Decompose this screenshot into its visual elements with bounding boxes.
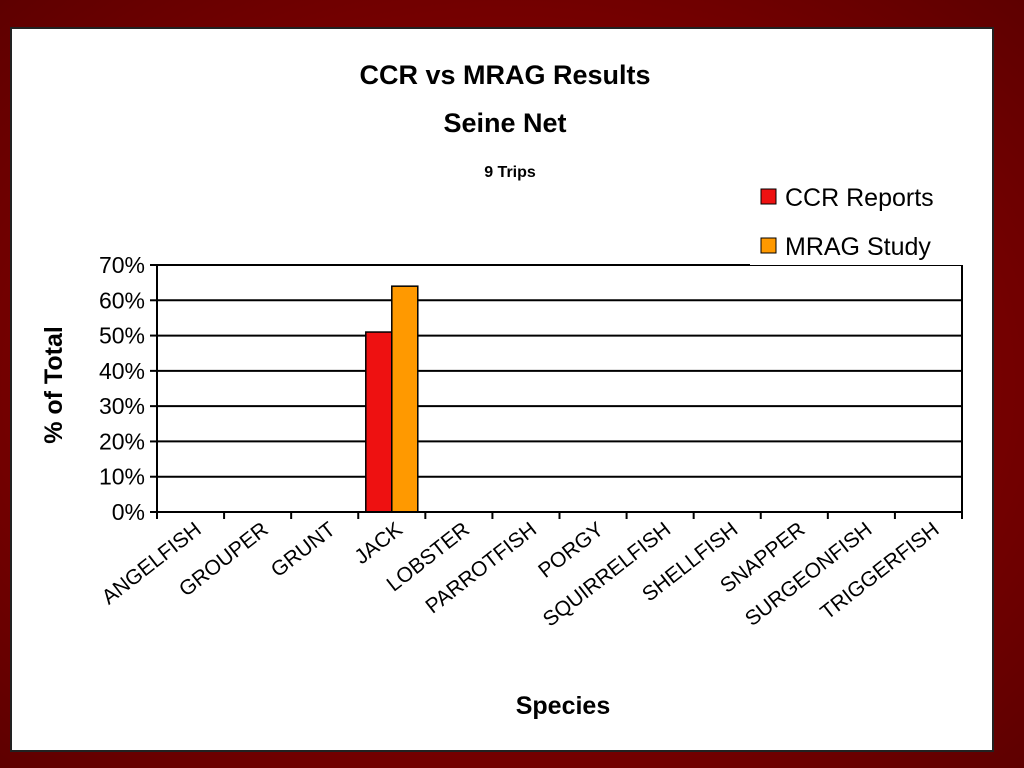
x-axis-label: Species: [516, 692, 611, 720]
y-tick-label-40: 40%: [99, 358, 145, 384]
x-tick-label-grunt: GRUNT: [267, 518, 340, 582]
legend: CCR Reports MRAG Study: [750, 179, 962, 265]
y-tick-labels: 0% 10% 20% 30% 40% 50% 60% 70%: [99, 252, 145, 525]
chart-note: 9 Trips: [484, 164, 536, 181]
y-tick-label-20: 20%: [99, 428, 145, 454]
legend-label-ccr-reports: CCR Reports: [785, 184, 934, 212]
legend-swatch-ccr-reports: [760, 188, 777, 205]
bars: [365, 285, 419, 513]
y-tick-label-50: 50%: [99, 323, 145, 349]
bar-mrag-study-jack: [391, 285, 419, 513]
y-tick-label-30: 30%: [99, 393, 145, 419]
y-tick-label-10: 10%: [99, 464, 145, 490]
y-tick-label-0: 0%: [112, 499, 145, 525]
legend-swatch-mrag-study: [760, 237, 777, 254]
chart-subtitle: Seine Net: [443, 108, 566, 138]
y-axis-label: % of Total: [40, 326, 68, 444]
legend-background: [750, 179, 962, 265]
x-tick-label-jack: JACK: [350, 518, 406, 569]
bar-ccr-reports-jack: [365, 331, 393, 513]
chart-svg: CCR vs MRAG Results Seine Net 9 Trips 0%…: [40, 60, 963, 720]
axes: [150, 264, 963, 519]
chart-title: CCR vs MRAG Results: [359, 60, 650, 90]
x-tick-label-triggerfish: TRIGGERFISH: [816, 518, 943, 624]
legend-label-mrag-study: MRAG Study: [785, 233, 931, 261]
y-tick-label-60: 60%: [99, 287, 145, 313]
y-tick-label-70: 70%: [99, 252, 145, 278]
chart-panel: CCR vs MRAG Results Seine Net 9 Trips 0%…: [10, 27, 994, 752]
gridlines: [157, 264, 962, 478]
